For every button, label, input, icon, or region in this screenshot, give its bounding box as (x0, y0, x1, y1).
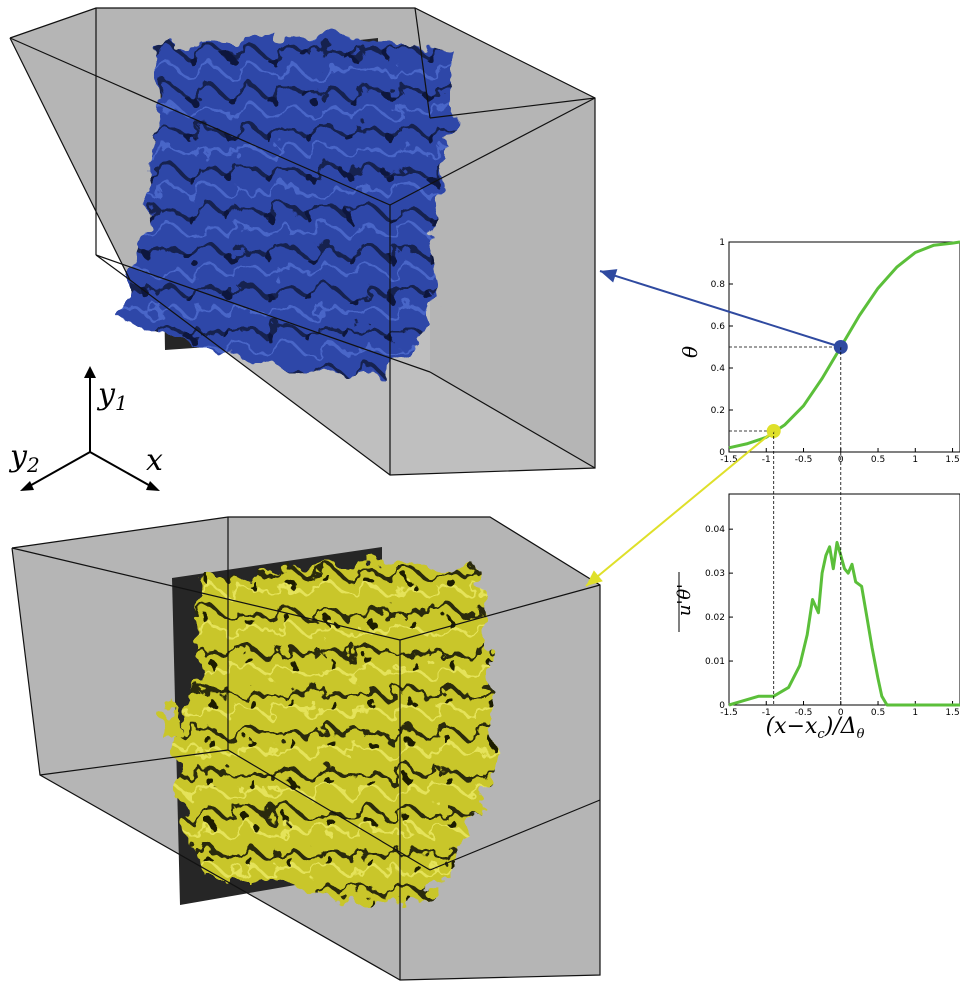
bottom-box-edges (11, 516, 601, 981)
top-edge-5 (429, 371, 596, 469)
triad-left-head (20, 481, 34, 491)
top-edge-8 (429, 97, 596, 119)
x-tick-label: -0.5 (795, 708, 813, 718)
bottom-edge-8 (227, 749, 431, 871)
top-domain-box (9, 7, 596, 476)
y-tick-label: 0.02 (705, 613, 725, 623)
y-tick-label: 0.04 (705, 525, 725, 535)
y-tick-label: 0.01 (705, 657, 725, 667)
y-tick-label: 0.6 (711, 322, 726, 332)
y-tick-label: 0.03 (705, 569, 725, 579)
x-tick-label: -1 (762, 708, 771, 718)
yellow-connector-arrow-head (586, 570, 603, 586)
triad-label-x: x (146, 443, 163, 478)
blue-isosurface (120, 34, 455, 375)
yellow-isosurface-fragment (160, 705, 180, 740)
y-tick-label: 1 (719, 238, 725, 248)
x-tick-label: 1.5 (945, 708, 959, 718)
x-tick-label: 0.5 (871, 708, 885, 718)
y-tick-label: 0.4 (711, 364, 726, 374)
x-tick-label: -0.5 (795, 455, 813, 465)
x-tick-label: 1 (912, 455, 918, 465)
x-tick-label: -1 (762, 455, 771, 465)
theta-ylabel: θ (678, 346, 702, 358)
x-tick-label: 1.5 (945, 455, 959, 465)
triad-label-y2: y2 (8, 439, 40, 477)
bottom-domain-box (11, 516, 601, 981)
triad-right-head (146, 481, 160, 491)
triad-up-head (84, 366, 96, 378)
connector-arrows (585, 269, 842, 587)
blue-isosurface-body (120, 34, 455, 375)
top-edge-7 (95, 254, 131, 281)
blue-connector-arrow (599, 270, 842, 348)
triad-label-y1: y1 (96, 377, 128, 415)
x-tick-label: -1.5 (720, 455, 738, 465)
triad-right-arrow (89, 451, 155, 489)
top-edge-4 (95, 254, 431, 373)
yellow-isosurface-body (175, 560, 495, 905)
plot-frame (728, 493, 960, 706)
top-edge-12 (9, 37, 391, 206)
top-edge-11 (389, 97, 596, 206)
x-tick-label: -1.5 (720, 708, 738, 718)
flux-ylabel: u'θ' (674, 584, 695, 616)
x-tick-label: 0 (838, 708, 844, 718)
blue-connector-arrow-head (600, 269, 618, 283)
x-tick-label: 1 (912, 708, 918, 718)
top-edge-1 (9, 7, 596, 476)
y-tick-label: 0 (719, 701, 725, 711)
top-edge-6 (414, 7, 431, 119)
bottom-edge-9 (429, 799, 601, 871)
bottom-edge-3 (39, 749, 229, 776)
series-line (728, 540, 960, 707)
yellow-connector-arrow (585, 430, 775, 587)
top-box-edges (9, 7, 596, 476)
axes-triad (20, 366, 160, 491)
yellow-isosurface (160, 560, 495, 905)
bottom-edge-6 (399, 584, 601, 641)
y-tick-label: 0 (719, 448, 725, 458)
x-tick-label: 0.5 (871, 455, 885, 465)
bottom-edge-1 (11, 516, 601, 981)
flux-xlabel: (x−xc)/Δθ (766, 714, 865, 742)
theta-chart: -1.5-1-0.500.511.500.20.40.60.81θ (678, 238, 960, 465)
flux-chart: -1.5 -1 -0.5 0 0.5 1 1.5 0 0.01 0.02 0.03 0.04 u'θ' (… (674, 347, 960, 742)
triad-left-arrow (25, 451, 91, 489)
y-tick-label: 0.2 (711, 406, 725, 416)
y-tick-label: 0.8 (711, 280, 726, 290)
bottom-edge-5 (11, 547, 401, 641)
